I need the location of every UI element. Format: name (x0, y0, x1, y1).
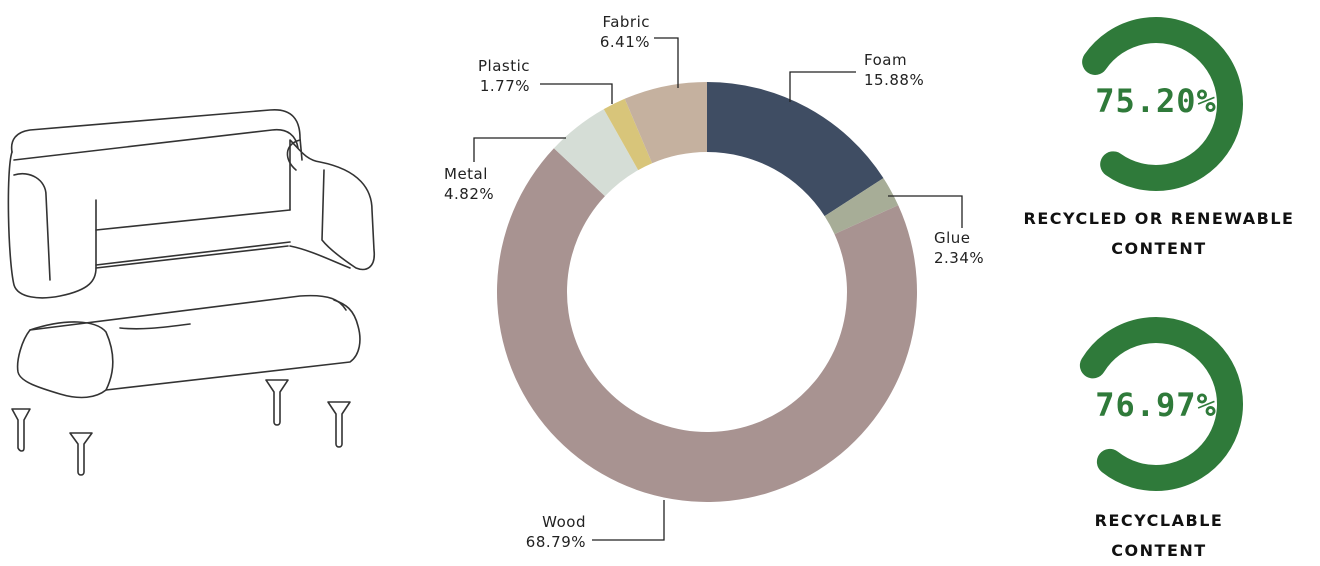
gauge-label-line1: RECYCLABLE (1004, 506, 1314, 536)
gauge-label-line2: CONTENT (1004, 234, 1314, 264)
slice-percent: 2.34% (934, 248, 984, 268)
gauge-recyclable: 76.97% (1066, 314, 1246, 494)
slice-name: Foam (864, 50, 924, 70)
slice-label-fabric: Fabric 6.41% (588, 12, 650, 52)
gauge-label-line2: CONTENT (1004, 536, 1314, 566)
slice-label-metal: Metal 4.82% (444, 164, 494, 204)
slice-name: Glue (934, 228, 984, 248)
leader-line-foam (790, 72, 856, 102)
slice-name: Metal (444, 164, 494, 184)
leader-line-wood (592, 500, 664, 540)
leader-line-plastic (540, 84, 612, 104)
slice-percent: 1.77% (466, 76, 530, 96)
slice-percent: 15.88% (864, 70, 924, 90)
slice-percent: 4.82% (444, 184, 494, 204)
slice-label-glue: Glue 2.34% (934, 228, 984, 268)
leader-line-fabric (654, 38, 678, 88)
slice-name: Fabric (588, 12, 650, 32)
slice-label-plastic: Plastic 1.77% (466, 56, 530, 96)
slice-label-foam: Foam 15.88% (864, 50, 924, 90)
gauge-label: RECYCLED OR RENEWABLE CONTENT (1004, 204, 1314, 264)
slice-percent: 68.79% (520, 532, 586, 552)
gauge-label-line1: RECYCLED OR RENEWABLE (1004, 204, 1314, 234)
slice-percent: 6.41% (588, 32, 650, 52)
slice-name: Plastic (466, 56, 530, 76)
gauge-recycled-renewable: 75.20% (1066, 14, 1246, 194)
gauge-value: 75.20% (1066, 82, 1246, 120)
slice-label-wood: Wood 68.79% (520, 512, 586, 552)
gauge-value: 76.97% (1066, 386, 1246, 424)
gauge-label: RECYCLABLE CONTENT (1004, 506, 1314, 566)
slice-name: Wood (520, 512, 586, 532)
